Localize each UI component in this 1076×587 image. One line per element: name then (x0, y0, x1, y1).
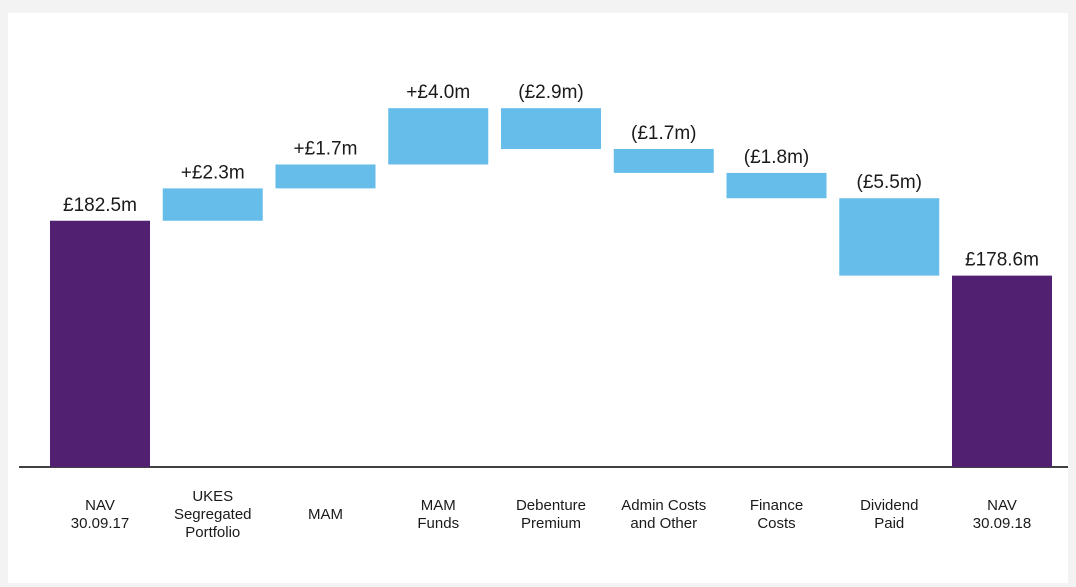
category-label-4: Debenture Premium (515, 497, 587, 532)
data-label-5: (£1.7m) (631, 123, 696, 144)
waterfall-bar-3 (388, 108, 489, 165)
data-label-1: +£2.3m (181, 162, 245, 183)
category-label-6: Finance Costs (749, 497, 804, 532)
data-label-2: +£1.7m (294, 138, 358, 159)
category-label-8: NAV 30.09.18 (972, 497, 1032, 532)
category-label-3: MAM Funds (417, 497, 460, 532)
waterfall-bar-5 (613, 148, 714, 173)
chart-area: £182.5m +£2.3m +£1.7m +£4.0m (£2.9m) (£1.7m) (… (8, 13, 1068, 583)
waterfall-bar-8 (952, 275, 1052, 467)
data-label-0: £182.5m (63, 195, 137, 216)
category-label-5: Admin Costs and Other (621, 497, 707, 532)
category-label-2: MAM (308, 506, 343, 523)
waterfall-bar-7 (839, 198, 940, 276)
category-label-7: Dividend Paid (860, 497, 919, 532)
data-label-7: (£5.5m) (857, 172, 922, 193)
data-label-6: (£1.8m) (744, 147, 809, 168)
category-label-1: UKES Segregated Portfolio (173, 488, 252, 541)
category-label-0: NAV 30.09.17 (70, 497, 130, 532)
waterfall-bar-1 (162, 188, 263, 221)
waterfall-bar-4 (501, 108, 601, 149)
data-label-8: £178.6m (965, 250, 1039, 271)
data-label-4: (£2.9m) (518, 82, 583, 103)
data-label-3: +£4.0m (406, 82, 470, 103)
waterfall-bar-6 (726, 172, 827, 199)
waterfall-bar-0 (50, 220, 150, 467)
waterfall-chart: £182.5m +£2.3m +£1.7m +£4.0m (£2.9m) (£1.7m) (… (19, 82, 1068, 468)
waterfall-bar-2 (275, 164, 376, 189)
